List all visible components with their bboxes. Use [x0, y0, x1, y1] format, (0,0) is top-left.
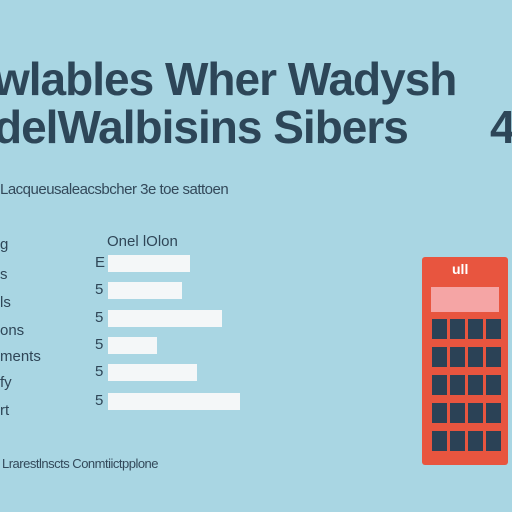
calendar-cell: [468, 319, 483, 339]
subtitle: Lacqueusaleacsbcher 3e toe sattoen: [0, 181, 229, 198]
row-bar: [108, 393, 240, 410]
row-label: rt: [0, 402, 10, 419]
calendar-cell: [450, 347, 465, 367]
calendar-cell: [432, 375, 447, 395]
calendar-cell: [468, 375, 483, 395]
calendar-cell: [486, 319, 501, 339]
footer: Lrarestlnscts Conmtiictpplone: [2, 456, 159, 471]
calendar-cell: [486, 347, 501, 367]
title-line: wlables Wher Wadysh: [0, 53, 457, 105]
calendar-cell: [486, 375, 501, 395]
calendar-cell: [450, 375, 465, 395]
calendar-cell: [468, 431, 483, 451]
row-bar: [108, 282, 182, 299]
calendar-cell: [450, 431, 465, 451]
calendar-cell: [468, 347, 483, 367]
calendar-cell: [468, 403, 483, 423]
calendar-cell: [432, 319, 447, 339]
calendar-caption: ull: [452, 261, 469, 277]
calendar-cell: [450, 403, 465, 423]
row-marker: 5: [95, 309, 104, 326]
calendar-header: [431, 287, 499, 312]
title-line: delWalbisins Sibers: [0, 101, 409, 153]
row-marker: E: [95, 254, 106, 271]
column-header: Onel lOlon: [107, 233, 178, 250]
row-label: ons: [0, 322, 25, 339]
calendar-cell: [486, 403, 501, 423]
row-label: g: [0, 236, 9, 253]
row-marker: 5: [95, 363, 104, 380]
title-corner: 4: [490, 101, 512, 153]
row-label: ments: [0, 348, 41, 365]
row-label: fy: [0, 374, 12, 391]
calendar-cell: [432, 347, 447, 367]
row-bar: [108, 255, 190, 272]
calendar-cell: [450, 319, 465, 339]
calendar-cell: [486, 431, 501, 451]
row-label: ls: [0, 294, 11, 311]
row-bar: [108, 310, 222, 327]
row-label: s: [0, 266, 8, 283]
calendar-cell: [432, 403, 447, 423]
row-bar: [108, 364, 197, 381]
row-marker: 5: [95, 336, 104, 353]
calendar-cell: [432, 431, 447, 451]
row-marker: 5: [95, 281, 104, 298]
row-bar: [108, 337, 157, 354]
row-marker: 5: [95, 392, 104, 409]
calendar-icon: ull: [422, 257, 508, 465]
